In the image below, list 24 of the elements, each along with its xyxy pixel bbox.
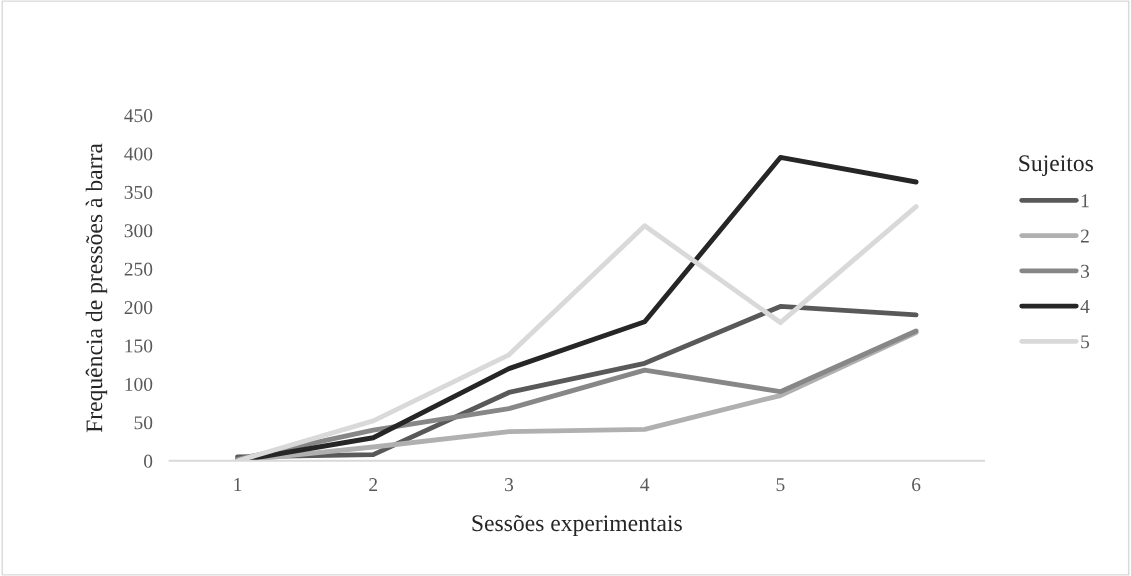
y-tick-label: 100: [125, 377, 153, 391]
legend-title: Sujeitos: [1019, 155, 1093, 177]
legend-label: 3: [1081, 264, 1090, 278]
x-tick-label: 3: [505, 478, 514, 492]
y-tick-label: 200: [124, 301, 153, 315]
y-tick-label: 250: [124, 262, 153, 276]
legend-label: 2: [1080, 229, 1089, 243]
y-tick-label: 450: [124, 109, 153, 123]
x-tick-label: 1: [234, 478, 242, 491]
legend-label: 4: [1080, 300, 1090, 313]
y-tick-label: 400: [124, 147, 153, 161]
y-tick-label: 50: [134, 416, 153, 430]
legend-label: 5: [1081, 335, 1090, 349]
x-tick-label: 5: [776, 478, 785, 492]
y-tick-label: 0: [144, 454, 153, 468]
y-tick-label: 300: [124, 224, 153, 238]
legend-label: 1: [1081, 194, 1089, 208]
y-axis-title: Frequência de pressões à barra: [85, 143, 108, 433]
x-tick-label: 2: [369, 478, 378, 491]
x-axis-title: Sessões experimentais: [472, 515, 682, 536]
y-tick-label: 350: [124, 185, 153, 199]
x-tick-label: 4: [640, 478, 650, 491]
x-tick-label: 6: [912, 478, 921, 492]
y-tick-label: 150: [125, 339, 153, 353]
